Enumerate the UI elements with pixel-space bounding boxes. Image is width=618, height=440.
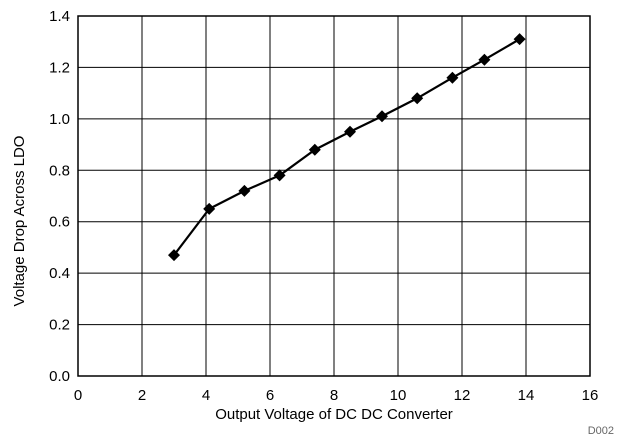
x-tick-label: 8 <box>330 387 338 404</box>
y-tick-label: 0.2 <box>49 317 70 334</box>
x-tick-label: 4 <box>202 387 210 404</box>
data-point-marker <box>376 110 388 123</box>
plot-frame <box>77 15 591 377</box>
figure-id: D002 <box>588 425 614 437</box>
y-axis-ticks: 0.0 0.2 0.4 0.6 0.8 1.0 1.2 1.4 <box>49 8 70 385</box>
data-series <box>168 33 526 262</box>
y-tick-label: 0.0 <box>49 368 70 385</box>
x-axis-label: Output Voltage of DC DC Converter <box>215 406 453 423</box>
x-tick-label: 2 <box>138 387 146 404</box>
x-tick-label: 12 <box>454 387 471 404</box>
x-tick-label: 6 <box>266 387 274 404</box>
x-tick-label: 14 <box>518 387 535 404</box>
x-tick-label: 10 <box>390 387 407 404</box>
x-tick-label: 16 <box>582 387 599 404</box>
data-point-marker <box>513 33 526 46</box>
x-tick-label: 0 <box>74 387 82 404</box>
y-tick-label: 1.4 <box>49 8 70 25</box>
data-point-marker <box>238 184 251 197</box>
y-tick-label: 1.0 <box>49 111 70 128</box>
series-line <box>173 38 521 256</box>
data-point-marker <box>203 202 216 215</box>
data-point-marker <box>478 53 491 66</box>
y-tick-label: 1.2 <box>49 59 70 76</box>
data-point-marker <box>411 92 424 105</box>
grid-lines <box>78 16 590 376</box>
data-point-marker <box>168 249 180 262</box>
y-tick-label: 0.8 <box>49 162 70 179</box>
data-point-marker <box>446 71 459 84</box>
data-point-marker <box>308 143 321 156</box>
y-tick-label: 0.4 <box>49 265 70 282</box>
data-point-marker <box>273 169 286 182</box>
data-point-marker <box>344 125 356 138</box>
x-axis-ticks: 0 2 4 6 8 10 12 14 16 <box>74 387 599 404</box>
y-axis-label: Voltage Drop Across LDO <box>11 136 28 307</box>
y-tick-label: 0.6 <box>49 214 70 231</box>
